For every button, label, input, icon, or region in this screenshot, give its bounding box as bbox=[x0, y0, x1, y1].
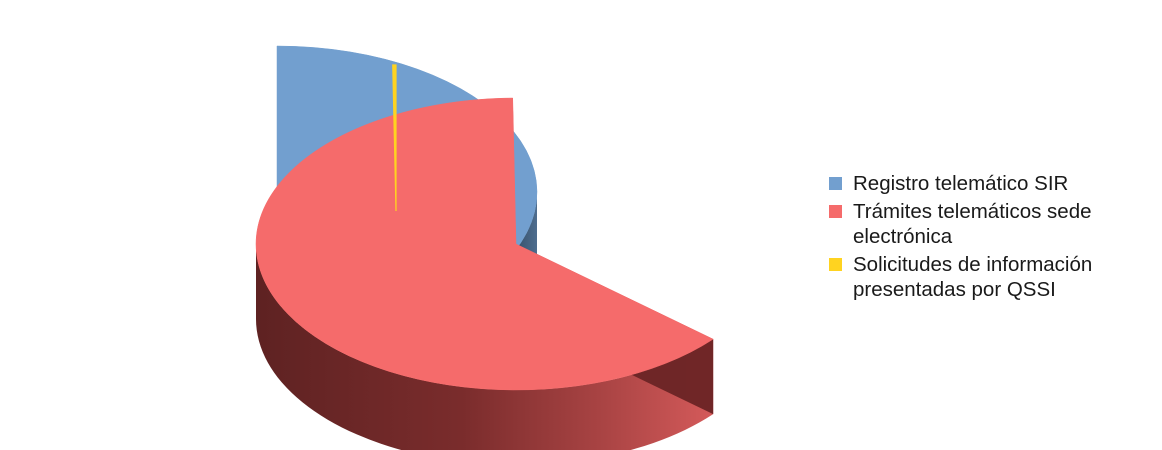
legend-swatch-registro bbox=[829, 177, 842, 190]
legend-item-tramites: Trámites telemáticos sede electrónica bbox=[827, 199, 1157, 249]
legend-item-registro: Registro telemático SIR bbox=[827, 171, 1157, 196]
slice-tops bbox=[255, 45, 714, 391]
legend-item-solicitudes: Solicitudes de información presentadas p… bbox=[827, 252, 1157, 302]
pie-chart bbox=[255, 45, 714, 450]
legend-swatch-tramites bbox=[829, 205, 842, 218]
legend-label-solicitudes: Solicitudes de información presentadas p… bbox=[853, 253, 1093, 301]
legend-label-tramites: Trámites telemáticos sede electrónica bbox=[853, 200, 1092, 248]
slice-solicitudes bbox=[392, 64, 397, 212]
legend-swatch-solicitudes bbox=[829, 258, 842, 271]
legend-label-registro: Registro telemático SIR bbox=[853, 172, 1069, 195]
slice-side-tramites bbox=[256, 244, 714, 450]
legend: Registro telemático SIR Trámites telemát… bbox=[827, 171, 1157, 305]
slice-tramites bbox=[255, 97, 714, 391]
